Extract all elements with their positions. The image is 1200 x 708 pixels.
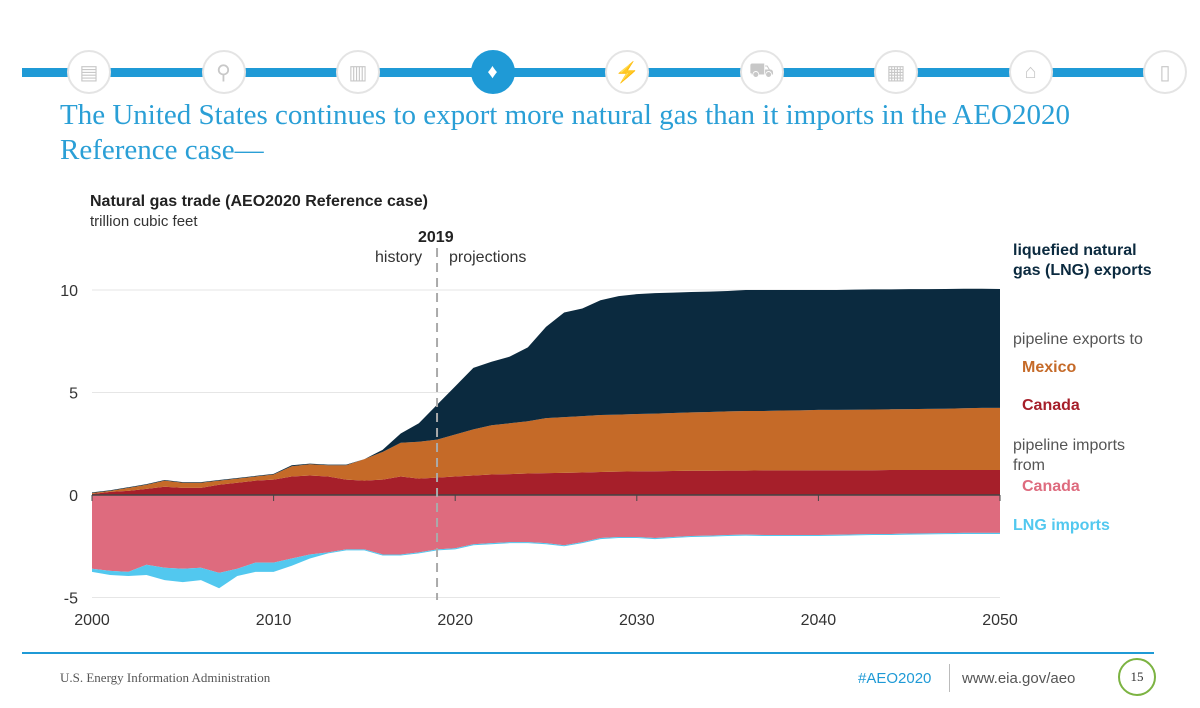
divider-year: 2019 [418,229,454,246]
y-tick-label: 10 [60,283,78,300]
x-tick-label: 2000 [74,612,110,629]
x-tick-label: 2030 [619,612,655,629]
industrial-icon[interactable]: ⌂ [1008,50,1053,94]
footer-hashtag[interactable]: #AEO2020 [858,670,932,687]
x-tick-label: 2010 [256,612,292,629]
y-tick-label: -5 [64,591,78,608]
oil-barrel-icon[interactable]: ▥ [336,50,380,94]
x-tick-label: 2020 [437,612,473,629]
legend-lng-imports: LNG imports [1013,517,1110,534]
natural-gas-flame-icon[interactable]: ♦ [470,50,515,94]
footer-divider [22,652,1154,654]
canada-exports-area [92,469,1000,495]
legend-lng-exports: liquefied natural gas (LNG) exports [1013,242,1152,279]
electricity-icon[interactable]: ⚡ [605,50,649,94]
footer-separator [949,664,950,692]
lng-exports-area [92,288,1000,493]
documents-icon[interactable]: ▯ [1143,50,1187,94]
transportation-car-icon[interactable]: ⛟ [739,50,784,94]
x-tick-label: 2050 [982,612,1018,629]
mexico-exports-area [92,407,1000,494]
legend-canada-exports: Canada [1022,397,1080,414]
chart-title: Natural gas trade (AEO2020 Reference cas… [90,193,428,210]
canada-imports-area [92,495,1000,573]
overview-icon[interactable]: ▤ [67,50,111,94]
x-tick-label: 2040 [801,612,837,629]
analysis-icon[interactable]: ⚲ [201,50,246,94]
page-number: 15 [1118,658,1156,696]
chart-unit: trillion cubic feet [90,213,198,230]
legend-exports-group: pipeline exports to [1013,331,1143,348]
history-label: history [375,249,423,266]
projections-label: projections [449,249,527,266]
slide-title: The United States continues to export mo… [60,99,1070,166]
footer-url[interactable]: www.eia.gov/aeo [962,670,1076,687]
buildings-icon[interactable]: ▦ [874,50,918,94]
footer-org: U.S. Energy Information Administration [60,670,271,685]
legend-imports-group: pipeline imports from [1013,437,1126,474]
y-tick-label: 5 [69,386,78,403]
section-nav-bar [22,68,1154,77]
legend-mexico: Mexico [1022,359,1077,376]
y-tick-label: 0 [69,488,78,505]
legend-canada-imports: Canada [1022,478,1080,495]
lng-imports-area [92,532,1000,589]
